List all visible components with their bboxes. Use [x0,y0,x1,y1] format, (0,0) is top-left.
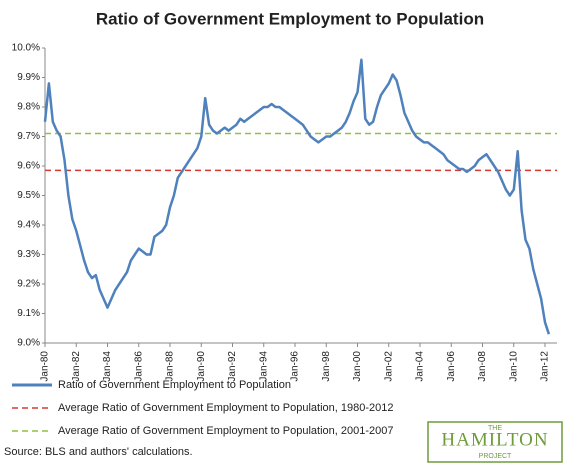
y-tick-label: 9.6% [17,161,40,172]
x-tick-label: Jan-90 [196,351,207,382]
source-note: Source: BLS and authors' calculations. [4,446,193,458]
x-tick-label: Jan-92 [227,351,238,382]
x-tick-label: Jan-04 [415,351,426,382]
x-tick-label: Jan-96 [290,351,301,382]
legend-label: Average Ratio of Government Employment t… [58,425,394,437]
y-tick-label: 9.3% [17,249,40,260]
x-tick-label: Jan-00 [352,351,363,382]
x-tick-label: Jan-88 [165,351,176,382]
x-tick-label: Jan-94 [258,351,269,382]
logo-top: THE [488,425,502,432]
logo-bottom: PROJECT [479,453,512,460]
y-tick-label: 9.7% [17,131,40,142]
y-tick-label: 9.1% [17,308,40,319]
legend-label: Average Ratio of Government Employment t… [58,402,394,414]
y-tick-label: 9.5% [17,190,40,201]
y-tick-label: 9.8% [17,102,40,113]
y-tick-label: 9.9% [17,72,40,83]
y-tick-label: 9.2% [17,279,40,290]
x-tick-label: Jan-10 [508,351,519,382]
x-tick-label: Jan-02 [383,351,394,382]
series-line [43,58,551,335]
y-tick-label: 9.4% [17,220,40,231]
chart-title: Ratio of Government Employment to Popula… [96,9,484,28]
x-tick-label: Jan-12 [540,351,551,382]
y-tick-label: 9.0% [17,338,40,349]
x-tick-label: Jan-06 [446,351,457,382]
x-tick-label: Jan-98 [321,351,332,382]
x-tick-label: Jan-84 [102,351,113,382]
y-tick-label: 10.0% [12,43,40,54]
logo-box [427,421,563,463]
x-tick-label: Jan-82 [71,351,82,382]
x-tick-label: Jan-86 [133,351,144,382]
x-tick-label: Jan-08 [477,351,488,382]
x-tick-label: Jan-80 [40,351,51,382]
legend-label: Ratio of Government Employment to Popula… [58,379,291,391]
logo-name: HAMILTON [441,429,548,450]
